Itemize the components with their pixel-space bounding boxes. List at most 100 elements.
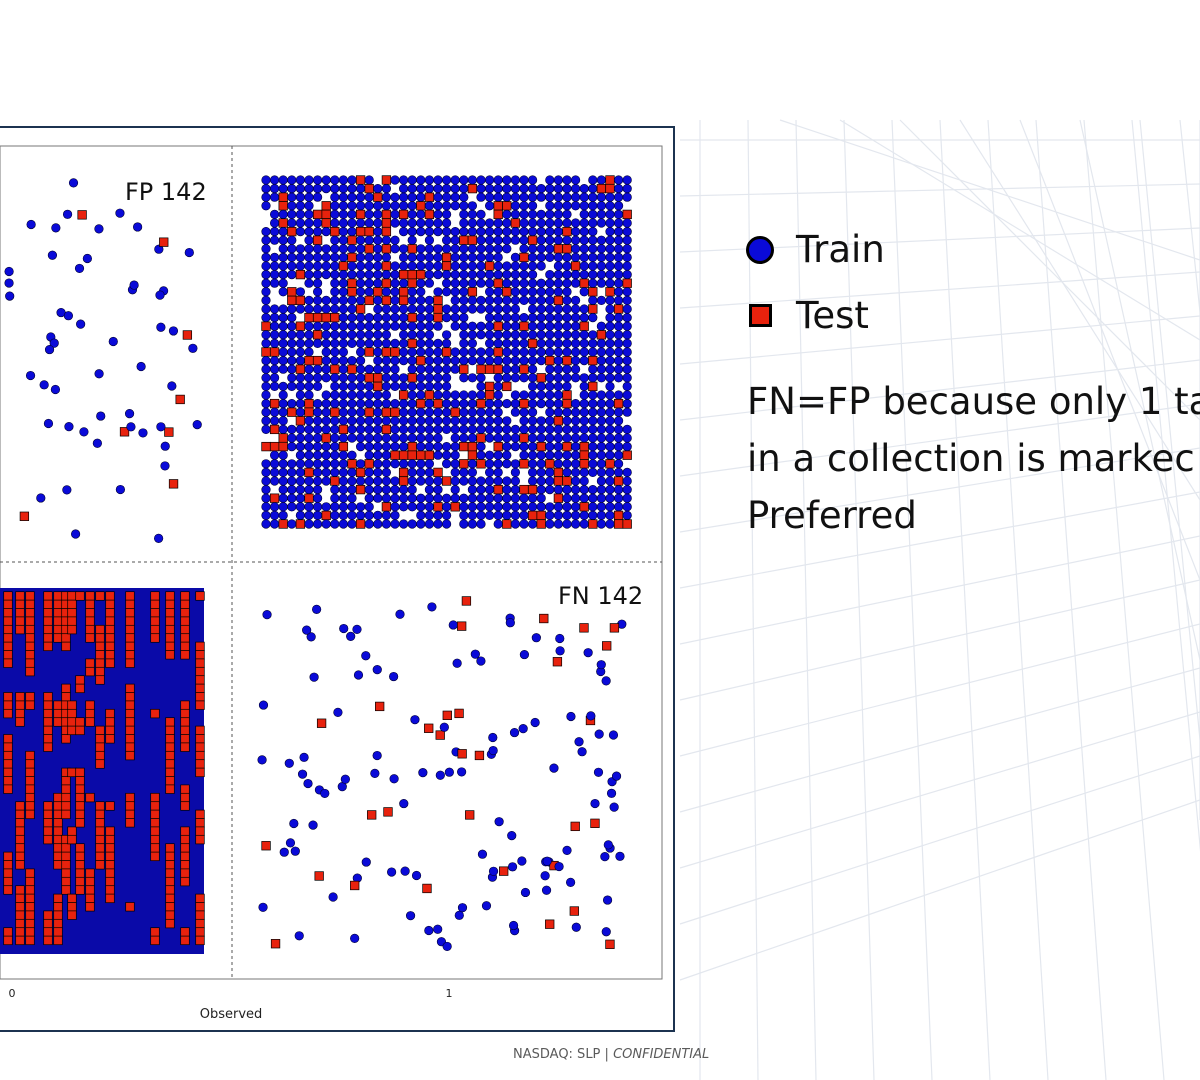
train-point xyxy=(562,330,572,340)
test-point xyxy=(519,252,529,263)
train-point xyxy=(502,183,512,194)
test-point xyxy=(105,624,115,635)
train-point xyxy=(566,711,576,722)
train-point xyxy=(270,192,280,202)
test-point xyxy=(61,784,71,794)
train-point xyxy=(613,364,624,374)
train-point xyxy=(519,287,529,297)
train-point xyxy=(605,347,615,357)
train-point xyxy=(596,261,607,271)
test-point xyxy=(43,818,53,828)
test-point xyxy=(25,767,35,778)
train-point xyxy=(321,321,331,331)
train-point xyxy=(321,338,331,348)
train-point xyxy=(596,192,607,202)
test-point xyxy=(364,407,374,417)
test-point xyxy=(180,860,190,870)
train-point xyxy=(350,933,360,943)
train-point xyxy=(356,390,366,400)
test-point xyxy=(330,312,340,323)
test-point xyxy=(165,641,175,652)
test-point xyxy=(321,201,331,211)
train-point xyxy=(373,442,383,452)
train-point xyxy=(545,304,555,314)
test-point xyxy=(105,708,115,719)
test-point xyxy=(105,868,115,878)
train-point xyxy=(586,711,596,721)
train-point xyxy=(287,433,297,443)
test-point xyxy=(75,851,85,862)
train-point xyxy=(596,459,607,469)
train-point xyxy=(416,278,426,288)
train-point xyxy=(545,252,555,262)
train-point xyxy=(570,476,581,486)
train-point xyxy=(330,450,340,460)
test-point xyxy=(53,608,63,618)
train-point xyxy=(347,519,357,529)
test-point xyxy=(75,591,85,601)
test-point xyxy=(295,269,306,280)
train-point xyxy=(536,295,546,305)
train-point xyxy=(493,218,503,228)
train-point xyxy=(261,407,271,417)
train-point xyxy=(519,175,529,185)
train-point xyxy=(270,209,280,219)
test-point xyxy=(545,459,555,469)
train-point xyxy=(356,364,366,374)
train-point xyxy=(356,278,366,288)
train-point xyxy=(467,399,478,409)
train-point xyxy=(416,252,426,262)
train-point xyxy=(321,502,331,512)
train-point xyxy=(467,485,478,495)
train-point xyxy=(424,519,435,529)
train-point xyxy=(390,304,400,314)
train-point xyxy=(416,295,426,305)
train-point xyxy=(347,192,357,202)
train-point xyxy=(605,476,615,486)
train-point xyxy=(278,226,288,237)
train-point xyxy=(493,235,503,245)
train-point xyxy=(338,476,349,486)
train-point xyxy=(433,381,443,391)
train-point xyxy=(278,450,288,460)
train-point xyxy=(579,201,589,211)
train-point xyxy=(553,502,564,512)
train-point xyxy=(433,321,443,331)
test-point xyxy=(536,373,546,383)
train-point xyxy=(476,278,486,288)
test-point xyxy=(95,675,105,685)
train-point xyxy=(519,278,529,288)
train-point xyxy=(536,416,546,426)
train-point xyxy=(416,192,426,202)
train-point xyxy=(330,270,340,280)
train-point xyxy=(579,183,589,194)
train-point xyxy=(304,209,314,219)
test-point xyxy=(61,633,71,643)
test-point xyxy=(3,868,13,878)
train-point xyxy=(450,476,460,486)
train-point xyxy=(270,183,280,194)
test-point xyxy=(195,818,205,828)
test-point xyxy=(165,868,175,878)
test-point xyxy=(43,725,53,736)
test-point xyxy=(165,784,175,794)
test-point xyxy=(125,792,135,803)
train-point xyxy=(450,459,460,469)
train-point xyxy=(570,338,581,348)
test-point xyxy=(381,347,392,357)
test-point xyxy=(43,599,53,610)
test-point xyxy=(261,841,271,851)
train-point xyxy=(510,235,521,245)
test-point xyxy=(15,700,25,710)
test-point xyxy=(536,441,546,452)
test-point xyxy=(355,519,366,529)
train-point xyxy=(424,175,435,185)
test-point xyxy=(53,927,63,937)
train-point xyxy=(566,877,576,887)
train-point xyxy=(381,321,392,331)
train-point xyxy=(570,347,581,357)
train-point xyxy=(433,347,443,357)
train-point xyxy=(338,252,349,262)
train-point xyxy=(373,321,383,331)
test-point xyxy=(180,734,190,744)
